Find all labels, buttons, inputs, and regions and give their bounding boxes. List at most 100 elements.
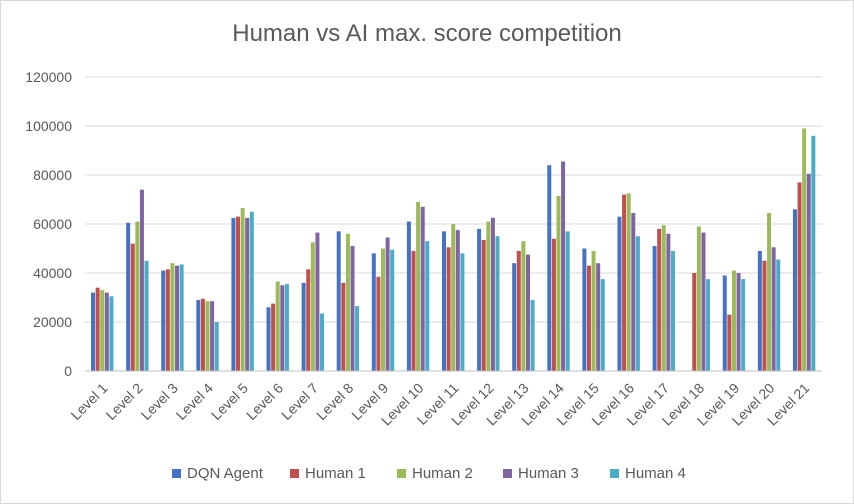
bar	[596, 263, 601, 371]
bar	[425, 241, 430, 371]
bar	[657, 228, 662, 371]
bar	[442, 231, 446, 371]
bar	[582, 248, 587, 371]
bar	[271, 303, 276, 371]
bar	[135, 221, 140, 371]
bar	[530, 299, 535, 371]
legend-swatch	[610, 469, 619, 478]
bar	[205, 301, 210, 371]
bar	[126, 222, 131, 371]
bar	[736, 273, 741, 371]
bar	[240, 208, 245, 371]
bar	[481, 239, 486, 371]
bar	[210, 301, 215, 371]
bar	[565, 231, 570, 371]
bar	[420, 206, 425, 371]
bar	[381, 248, 386, 371]
bar	[376, 276, 381, 371]
bar	[561, 161, 566, 371]
legend-swatch	[290, 469, 299, 478]
legend-swatch	[172, 469, 181, 478]
bar	[320, 313, 325, 371]
y-tick-label: 40000	[33, 265, 72, 281]
bar	[406, 221, 411, 371]
y-tick-label: 120000	[25, 69, 72, 85]
bar	[315, 232, 320, 371]
bar	[336, 231, 341, 371]
bar	[275, 281, 280, 371]
bar	[245, 217, 250, 371]
bar	[385, 237, 390, 371]
bar	[762, 260, 767, 371]
x-tick-label: Level 4	[173, 380, 216, 423]
bar	[661, 225, 666, 371]
bar	[767, 212, 772, 371]
y-tick-label: 60000	[33, 216, 72, 232]
bar	[165, 269, 170, 371]
bar	[521, 241, 526, 371]
bar	[310, 242, 315, 371]
bar	[600, 279, 605, 371]
bar	[617, 216, 622, 371]
chart-title: Human vs AI max. score competition	[232, 20, 622, 47]
bar	[741, 279, 746, 371]
bar	[731, 270, 736, 371]
bar	[411, 250, 416, 371]
bar	[231, 217, 236, 371]
bar	[371, 253, 376, 371]
legend-label: Human 1	[305, 465, 366, 482]
bar	[666, 233, 671, 371]
x-tick-label: Level 8	[313, 380, 356, 423]
bar	[306, 269, 311, 371]
bar	[551, 238, 556, 371]
bar	[104, 292, 109, 371]
legend-label: Human 2	[412, 465, 473, 482]
bar	[175, 265, 180, 371]
bar	[631, 212, 636, 371]
bar	[757, 250, 762, 371]
bar	[249, 211, 254, 371]
bar	[130, 243, 135, 371]
bar	[692, 273, 697, 371]
legend-label: Human 3	[518, 465, 579, 482]
bar	[802, 128, 807, 371]
bar	[477, 228, 482, 371]
y-tick-label: 100000	[25, 118, 72, 134]
bar	[722, 275, 727, 371]
bar	[460, 253, 465, 371]
bar	[586, 265, 591, 371]
bar	[355, 306, 360, 371]
bar	[341, 282, 346, 371]
x-tick-label: Level 3	[138, 380, 181, 423]
bar	[161, 270, 166, 371]
bar	[455, 230, 460, 371]
bar	[706, 279, 711, 371]
bar	[727, 314, 732, 371]
bar	[350, 246, 355, 371]
y-tick-label: 80000	[33, 167, 72, 183]
bar	[547, 165, 552, 371]
bar	[139, 189, 144, 371]
bar	[100, 290, 105, 371]
bar	[652, 246, 657, 371]
bar	[95, 287, 100, 371]
bar	[280, 285, 285, 371]
bar	[451, 224, 456, 371]
bar	[797, 182, 802, 371]
bar	[200, 298, 205, 371]
bar	[701, 232, 706, 371]
bar	[771, 247, 776, 371]
bar	[284, 284, 289, 371]
bar	[495, 236, 500, 371]
bar	[525, 254, 530, 371]
legend-label: Human 4	[625, 465, 686, 482]
legend-swatch	[503, 469, 512, 478]
bar	[109, 296, 114, 371]
x-tick-label: Level 5	[208, 380, 251, 423]
y-tick-label: 0	[64, 363, 72, 379]
bar	[144, 260, 149, 371]
legend-label: DQN Agent	[187, 465, 264, 482]
bar	[591, 250, 596, 371]
legend-swatch	[397, 469, 406, 478]
